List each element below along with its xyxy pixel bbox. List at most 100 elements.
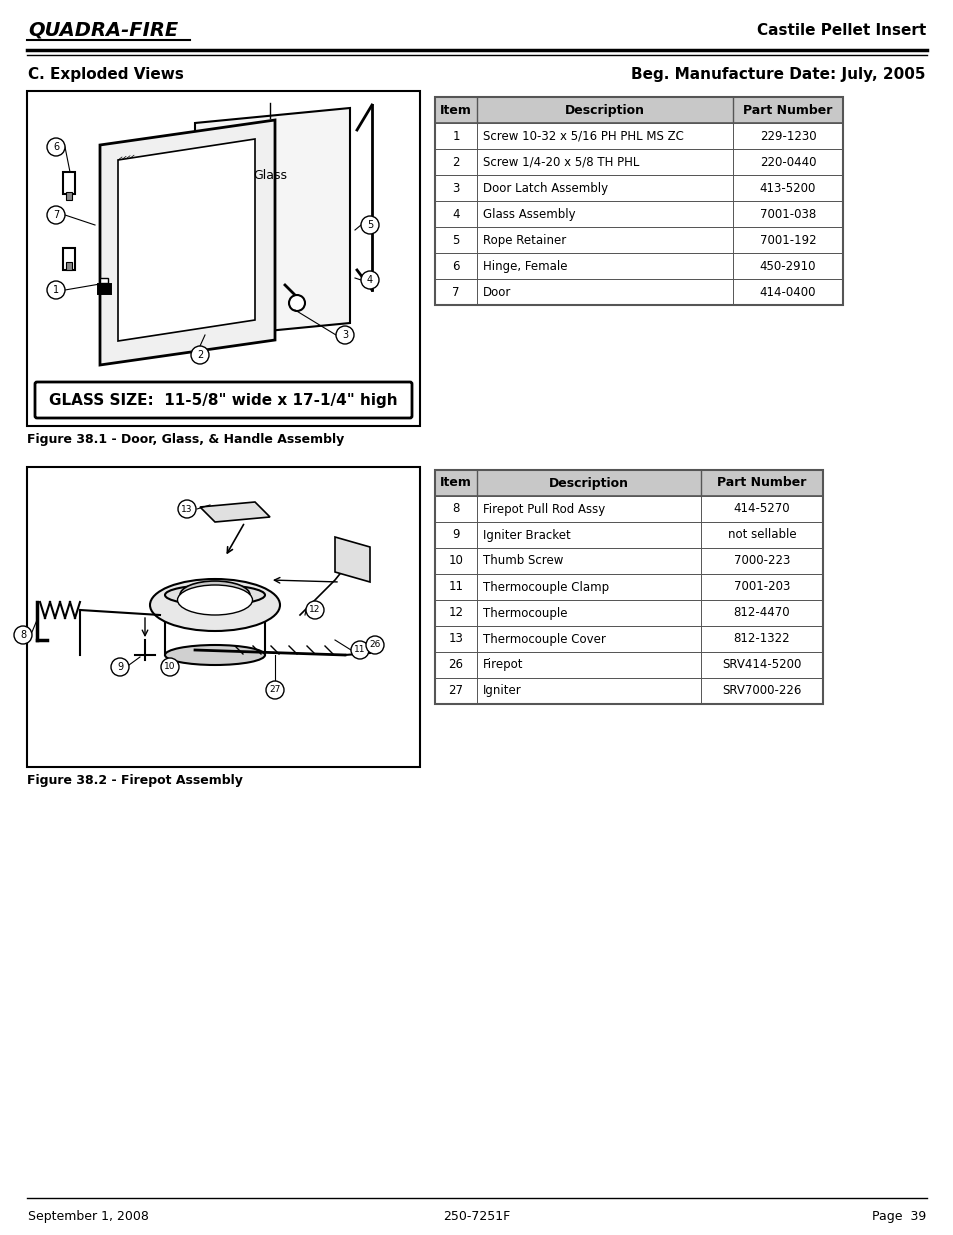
- Text: GLASS SIZE:  11-5/8" wide x 17-1/4" high: GLASS SIZE: 11-5/8" wide x 17-1/4" high: [50, 393, 397, 408]
- Bar: [435, 279, 842, 305]
- Text: Door: Door: [482, 285, 511, 299]
- FancyBboxPatch shape: [35, 382, 412, 417]
- Text: 26: 26: [369, 641, 380, 650]
- Text: 812-1322: 812-1322: [733, 632, 789, 646]
- Polygon shape: [100, 120, 274, 366]
- Text: 7001-192: 7001-192: [759, 233, 816, 247]
- Text: not sellable: not sellable: [727, 529, 796, 541]
- Polygon shape: [200, 501, 270, 522]
- Circle shape: [266, 680, 284, 699]
- Circle shape: [366, 636, 384, 655]
- Text: 3: 3: [341, 330, 348, 340]
- Text: 1: 1: [452, 130, 459, 142]
- Circle shape: [360, 216, 378, 233]
- Text: 13: 13: [448, 632, 463, 646]
- Bar: [435, 471, 822, 704]
- Text: 9: 9: [117, 662, 123, 672]
- Circle shape: [161, 658, 179, 676]
- Text: 812-4470: 812-4470: [733, 606, 789, 620]
- Text: 7000-223: 7000-223: [733, 555, 789, 568]
- Text: Glass: Glass: [253, 168, 287, 182]
- Text: Thermocouple Cover: Thermocouple Cover: [482, 632, 605, 646]
- Text: 413-5200: 413-5200: [759, 182, 816, 194]
- Text: Screw 10-32 x 5/16 PH PHL MS ZC: Screw 10-32 x 5/16 PH PHL MS ZC: [482, 130, 683, 142]
- Text: Screw 1/4-20 x 5/8 TH PHL: Screw 1/4-20 x 5/8 TH PHL: [482, 156, 639, 168]
- Circle shape: [111, 658, 129, 676]
- Circle shape: [178, 500, 195, 517]
- Text: 6: 6: [452, 259, 459, 273]
- Circle shape: [14, 626, 32, 643]
- Text: 450-2910: 450-2910: [759, 259, 816, 273]
- Bar: [435, 201, 842, 227]
- Text: 27: 27: [269, 685, 280, 694]
- Text: Rope Retainer: Rope Retainer: [482, 233, 566, 247]
- Text: Firepot Pull Rod Assy: Firepot Pull Rod Assy: [482, 503, 604, 515]
- Text: 414-5270: 414-5270: [733, 503, 789, 515]
- Circle shape: [351, 641, 369, 659]
- Polygon shape: [335, 537, 370, 582]
- Bar: [27, 91, 419, 426]
- Circle shape: [47, 206, 65, 224]
- Bar: [435, 600, 822, 626]
- Text: 27: 27: [448, 684, 463, 698]
- Text: 229-1230: 229-1230: [759, 130, 816, 142]
- Ellipse shape: [180, 580, 250, 609]
- Text: Part Number: Part Number: [717, 477, 806, 489]
- Text: SRV7000-226: SRV7000-226: [721, 684, 801, 698]
- Text: 12: 12: [448, 606, 463, 620]
- Bar: [100, 278, 108, 283]
- Text: Page  39: Page 39: [871, 1210, 925, 1224]
- Polygon shape: [194, 107, 350, 338]
- Bar: [435, 522, 822, 548]
- Circle shape: [289, 295, 305, 311]
- Bar: [435, 227, 842, 253]
- Text: Thumb Screw: Thumb Screw: [482, 555, 563, 568]
- Bar: [435, 574, 822, 600]
- Text: 414-0400: 414-0400: [759, 285, 816, 299]
- Bar: [435, 678, 822, 704]
- Text: Description: Description: [548, 477, 628, 489]
- Text: C. Exploded Views: C. Exploded Views: [28, 67, 184, 82]
- Text: Igniter Bracket: Igniter Bracket: [482, 529, 570, 541]
- Text: Part Number: Part Number: [742, 104, 832, 116]
- Circle shape: [335, 326, 354, 345]
- Text: Figure 38.2 - Firepot Assembly: Figure 38.2 - Firepot Assembly: [27, 774, 243, 788]
- Bar: [435, 496, 822, 522]
- Text: SRV414-5200: SRV414-5200: [721, 658, 801, 672]
- Text: 6: 6: [52, 142, 59, 152]
- Bar: [66, 191, 71, 200]
- Bar: [100, 287, 108, 291]
- Bar: [27, 467, 419, 767]
- Text: 7001-038: 7001-038: [760, 207, 815, 221]
- Text: 10: 10: [448, 555, 463, 568]
- Text: Figure 38.1 - Door, Glass, & Handle Assembly: Figure 38.1 - Door, Glass, & Handle Asse…: [27, 433, 344, 447]
- Text: 13: 13: [181, 505, 193, 514]
- Text: 12: 12: [309, 605, 320, 615]
- Text: Thermocouple Clamp: Thermocouple Clamp: [482, 580, 608, 594]
- Bar: [63, 248, 75, 270]
- Text: 5: 5: [367, 220, 373, 230]
- Bar: [435, 548, 822, 574]
- Text: Castile Pellet Insert: Castile Pellet Insert: [756, 22, 925, 37]
- Circle shape: [306, 601, 324, 619]
- Text: Firepot: Firepot: [482, 658, 523, 672]
- Bar: [66, 262, 71, 270]
- Circle shape: [360, 270, 378, 289]
- Text: Description: Description: [564, 104, 644, 116]
- Text: 220-0440: 220-0440: [759, 156, 816, 168]
- Bar: [435, 149, 842, 175]
- Bar: [435, 253, 842, 279]
- Circle shape: [47, 138, 65, 156]
- Text: 8: 8: [20, 630, 26, 640]
- Polygon shape: [118, 140, 254, 341]
- Text: 26: 26: [448, 658, 463, 672]
- Text: QUADRA-FIRE: QUADRA-FIRE: [28, 21, 178, 40]
- Text: Beg. Manufacture Date: July, 2005: Beg. Manufacture Date: July, 2005: [631, 67, 925, 82]
- Text: 2: 2: [196, 350, 203, 359]
- Bar: [435, 175, 842, 201]
- Text: 3: 3: [452, 182, 459, 194]
- Bar: [63, 172, 75, 194]
- Ellipse shape: [150, 579, 280, 631]
- Text: 10: 10: [164, 662, 175, 672]
- Bar: [435, 471, 822, 496]
